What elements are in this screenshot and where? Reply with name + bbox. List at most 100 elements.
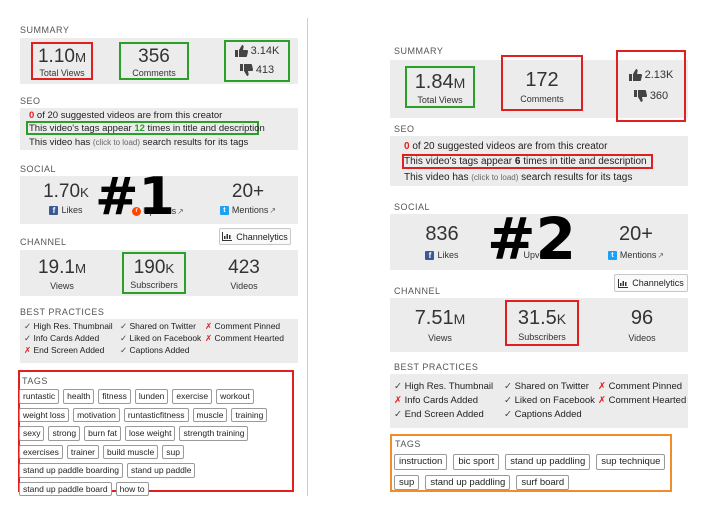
best-practice-label: Captions Added	[514, 409, 582, 420]
tag-chip[interactable]: strength training	[179, 426, 249, 441]
tag-chip[interactable]: runtastic	[19, 389, 60, 404]
best-practice-item: ✗ Comment Pinned	[205, 321, 280, 332]
tag-chip[interactable]: sexy	[19, 426, 45, 441]
tag-chip[interactable]: runtasticfitness	[123, 407, 189, 422]
external-link-icon[interactable]: ↗	[657, 250, 665, 260]
best-practices-band	[390, 374, 688, 428]
tag-chip[interactable]: bic sport	[453, 454, 500, 470]
seo-tags-count: 6	[514, 156, 521, 167]
tag-chip[interactable]: exercises	[19, 444, 63, 459]
total-views-value: 1.10	[37, 46, 75, 67]
tag-chip[interactable]: training	[231, 407, 268, 422]
cross-icon: ✗	[598, 395, 609, 406]
tag-chip[interactable]: strong	[48, 426, 81, 441]
reddit-icon: r	[132, 206, 142, 216]
cross-icon: ✗	[598, 381, 609, 392]
tag-chip[interactable]: health	[63, 389, 95, 404]
tag-chip[interactable]: workout	[216, 389, 254, 404]
check-icon: ✓	[504, 409, 515, 420]
channel-views-label: Views	[50, 281, 74, 291]
tag-chip[interactable]: stand up paddle boarding	[19, 463, 123, 478]
external-link-icon[interactable]: ↗	[177, 206, 184, 216]
seo-tags-highlight	[402, 154, 653, 169]
tag-chip[interactable]: how to	[115, 481, 149, 496]
channel-videos-label: Videos	[230, 281, 258, 291]
total-views-value: 1.84	[414, 71, 454, 93]
best-practice-item: ✓ Captions Added	[120, 345, 190, 356]
best-practice-label: Shared on Twitter	[129, 321, 196, 331]
social-likes-value: 836	[425, 223, 459, 245]
best-practice-label: High Res. Thumbnail	[33, 321, 113, 331]
tag-chip[interactable]: sup	[394, 474, 420, 490]
thumbs-down-icon	[239, 64, 253, 76]
tag-chip[interactable]: weight loss	[19, 407, 70, 422]
best-practice-label: Liked on Facebook	[129, 333, 202, 343]
seo-tags-pre: This video's tags appear	[404, 156, 515, 167]
seo-suggested-count: 0	[29, 110, 35, 121]
best-practice-item: ✓ High Res. Thumbnail	[24, 321, 113, 332]
social-upvotes-stat: r Upvotes ↗	[112, 206, 204, 216]
ranking-badge: #1	[95, 167, 175, 227]
tag-chip[interactable]: sup	[162, 444, 184, 459]
channel-videos-stat: 96 Videos	[596, 308, 688, 343]
best-practice-label: Captions Added	[129, 345, 190, 355]
channel-title: CHANNEL	[394, 286, 441, 296]
check-icon: ✓	[120, 321, 130, 331]
tag-chip[interactable]: stand up paddle board	[19, 481, 112, 496]
click-to-load-link[interactable]: (click to load)	[471, 173, 519, 182]
check-icon: ✓	[394, 409, 405, 420]
bar-chart-icon	[222, 232, 233, 241]
tag-chip[interactable]: stand up paddle	[126, 463, 196, 478]
seo-search-line: This video has (click to load) search re…	[404, 172, 632, 183]
best-practices-band	[20, 319, 298, 363]
best-practice-label: Info Cards Added	[404, 395, 479, 406]
tag-chip[interactable]: build muscle	[103, 444, 159, 459]
tag-chip[interactable]: stand up paddling	[505, 454, 591, 470]
tag-chip[interactable]: stand up paddling	[425, 474, 511, 490]
seo-search-pre: This video has	[29, 137, 93, 148]
external-link-icon[interactable]: ↗	[269, 205, 277, 215]
tag-chip[interactable]: burn fat	[84, 426, 121, 441]
bar-chart-icon	[618, 278, 629, 288]
summary-band	[20, 38, 298, 84]
social-upvotes-label: Upvotes	[523, 250, 557, 260]
channel-subscribers-unit: K	[556, 311, 567, 327]
tag-chip[interactable]: lose weight	[124, 426, 176, 441]
click-to-load-link[interactable]: (click to load)	[92, 138, 141, 147]
total-views-label: Total Views	[39, 68, 85, 78]
channel-videos-label: Videos	[628, 333, 656, 343]
tag-chip[interactable]: muscle	[192, 407, 228, 422]
dislikes-count: 360	[649, 90, 669, 102]
tag-chip[interactable]: lunden	[134, 389, 169, 404]
tag-chip[interactable]: trainer	[66, 444, 99, 459]
channel-videos-stat: 423 Videos	[202, 258, 286, 291]
best-practice-label: Liked on Facebook	[514, 395, 595, 406]
channel-band	[390, 298, 688, 352]
best-practice-item: ✓ End Screen Added	[394, 409, 484, 420]
channelytics-button[interactable]: Channelytics	[614, 274, 688, 292]
channel-band	[20, 250, 298, 296]
tag-chip[interactable]: instruction	[394, 454, 448, 470]
seo-suggested-count: 0	[404, 141, 410, 152]
tag-chip[interactable]: surf board	[516, 474, 570, 490]
social-likes-value: 1.70	[43, 181, 81, 202]
check-icon: ✓	[120, 333, 130, 343]
total-views-label: Total Views	[417, 95, 463, 105]
total-views-unit: M	[74, 50, 87, 65]
tag-chip[interactable]: exercise	[172, 389, 213, 404]
seo-tags-post: times in title and description	[144, 123, 265, 134]
best-practice-label: Info Cards Added	[33, 333, 100, 343]
social-mentions-value: 20+	[619, 223, 653, 245]
social-upvotes-label: Upvotes	[143, 206, 177, 216]
channel-videos-value: 96	[630, 307, 654, 329]
tag-chip[interactable]: fitness	[98, 389, 131, 404]
tag-chip[interactable]: motivation	[73, 407, 120, 422]
channel-subscribers-stat: 31.5K Subscribers	[505, 300, 579, 346]
facebook-icon: f	[425, 250, 435, 260]
social-mentions-label: Mentions	[619, 250, 657, 260]
tag-chip[interactable]: sup technique	[596, 454, 666, 470]
channel-views-value: 19.1	[37, 257, 75, 278]
channelytics-button[interactable]: Channelytics	[219, 228, 291, 245]
check-icon: ✓	[24, 333, 34, 343]
best-practice-label: End Screen Added	[33, 345, 105, 355]
